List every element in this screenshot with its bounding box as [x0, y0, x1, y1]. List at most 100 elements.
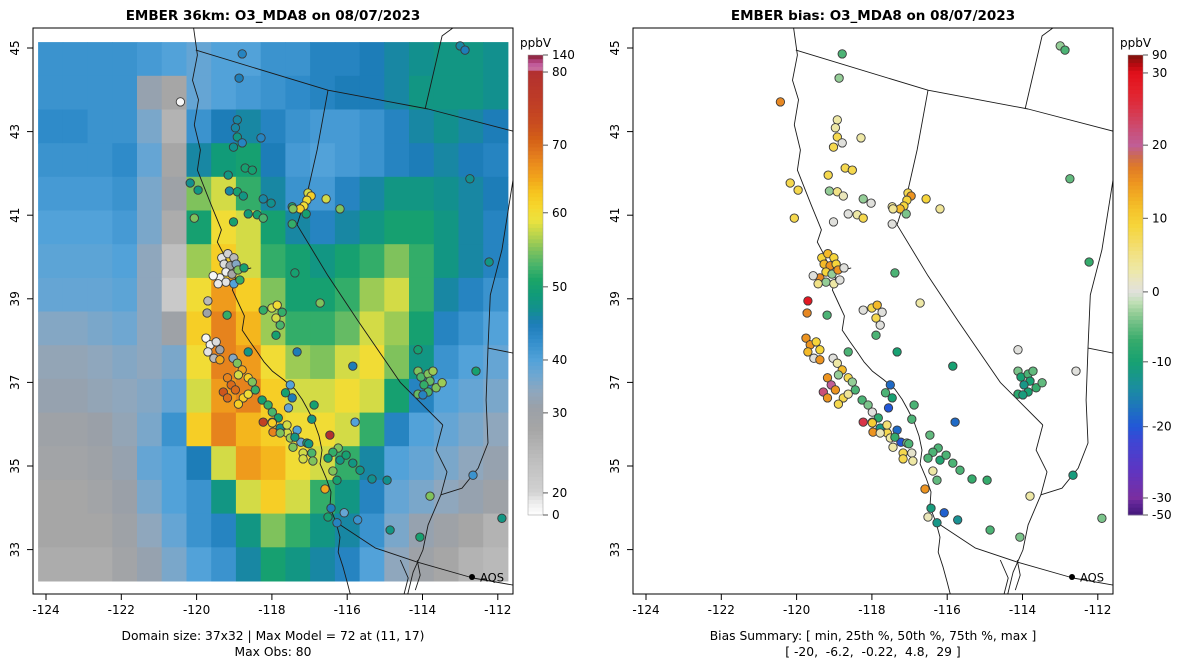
- station-point: [348, 361, 358, 371]
- station-point: [1013, 345, 1023, 355]
- station-point: [223, 170, 233, 180]
- x-tick-label: -120: [783, 603, 810, 617]
- station-point: [189, 213, 199, 223]
- station-point: [267, 407, 277, 417]
- station-point: [211, 337, 221, 347]
- model-raster: [38, 42, 509, 582]
- station-point: [857, 395, 867, 405]
- station-point: [471, 366, 481, 376]
- station-point: [858, 305, 868, 315]
- station-point: [243, 209, 253, 219]
- station-point: [858, 213, 868, 223]
- colorbar-tick-label: 20: [1152, 138, 1167, 152]
- station-point: [323, 453, 333, 463]
- y-tick-label: 39: [8, 291, 22, 306]
- station-point: [465, 174, 475, 184]
- station-point: [332, 475, 342, 485]
- station-point: [271, 330, 281, 340]
- station-point: [803, 347, 813, 357]
- station-point: [325, 430, 335, 440]
- station-point: [258, 417, 268, 427]
- aqs-legend-dot: [469, 574, 475, 580]
- station-point: [233, 370, 244, 380]
- x-tick-label: -114: [1009, 603, 1036, 617]
- y-tick-label: 43: [608, 124, 622, 139]
- station-point: [290, 432, 300, 442]
- station-point: [258, 194, 268, 204]
- station-point: [221, 277, 231, 287]
- station-point: [821, 277, 831, 287]
- station-point: [926, 503, 936, 513]
- station-point: [326, 503, 336, 513]
- station-point: [328, 466, 338, 476]
- colorbar-tick-label: 140: [552, 48, 575, 62]
- station-point: [307, 448, 317, 458]
- station-point: [872, 300, 882, 310]
- aqs-legend-dot: [1069, 574, 1075, 580]
- station-point: [425, 491, 435, 501]
- x-tick-label: -116: [334, 603, 361, 617]
- station-point: [887, 219, 897, 229]
- station-point: [287, 393, 297, 403]
- colorbar-tick-label: 0: [1152, 285, 1160, 299]
- station-point: [832, 115, 842, 125]
- x-tick-label: -124: [632, 603, 659, 617]
- station-point: [925, 430, 935, 440]
- colorbar-tick-label: -10: [1152, 355, 1172, 369]
- border-coast: [792, 28, 951, 594]
- station-point: [815, 355, 825, 365]
- station-point: [830, 385, 841, 395]
- station-point: [234, 73, 244, 83]
- border-baja_hook1: [999, 559, 1009, 594]
- y-tick-label: 33: [608, 542, 622, 557]
- x-tick-label: -122: [108, 603, 135, 617]
- station-point: [833, 370, 844, 380]
- station-point: [880, 388, 891, 398]
- station-point: [890, 268, 900, 278]
- station-point: [285, 380, 295, 390]
- station-point: [237, 138, 247, 148]
- station-point: [824, 186, 835, 196]
- station-point: [1097, 513, 1107, 523]
- station-point: [832, 358, 842, 368]
- station-point: [332, 518, 342, 528]
- y-tick-label: 41: [608, 208, 622, 223]
- station-point: [228, 217, 239, 227]
- station-point: [288, 204, 298, 214]
- border-ut_az_line: [1087, 347, 1113, 354]
- station-point: [803, 296, 813, 306]
- station-point: [888, 442, 898, 452]
- station-point: [1031, 383, 1041, 393]
- station-point: [935, 455, 945, 465]
- station-point: [875, 320, 885, 330]
- y-tick-label: 43: [8, 124, 22, 139]
- station-point: [835, 275, 845, 285]
- station-point: [415, 532, 425, 542]
- y-tick-label: 35: [8, 458, 22, 473]
- station-point: [828, 142, 839, 152]
- bias-caption-line2: [ -20, -6.2, -0.22, 4.8, 29 ]: [785, 645, 961, 659]
- state-borders: [792, 28, 1113, 594]
- station-point: [843, 209, 853, 219]
- station-point: [1068, 470, 1078, 480]
- model-panel-title: EMBER 36km: O3_MDA8 on 08/07/2023: [125, 8, 421, 24]
- station-point: [247, 165, 257, 175]
- station-point: [847, 165, 857, 175]
- colorbar-tick-label: 80: [552, 65, 567, 79]
- station-point: [808, 271, 818, 281]
- y-tick-label: 35: [608, 458, 622, 473]
- station-point: [888, 204, 898, 214]
- station-point: [350, 417, 360, 427]
- station-point: [193, 185, 203, 195]
- station-point: [843, 389, 853, 399]
- station-point: [1019, 380, 1029, 390]
- y-tick-label: 45: [608, 40, 622, 55]
- station-point: [353, 515, 363, 525]
- station-point: [339, 508, 349, 518]
- x-tick-label: -122: [708, 603, 735, 617]
- station-point: [315, 298, 325, 308]
- station-point: [813, 279, 823, 289]
- station-point: [266, 198, 276, 208]
